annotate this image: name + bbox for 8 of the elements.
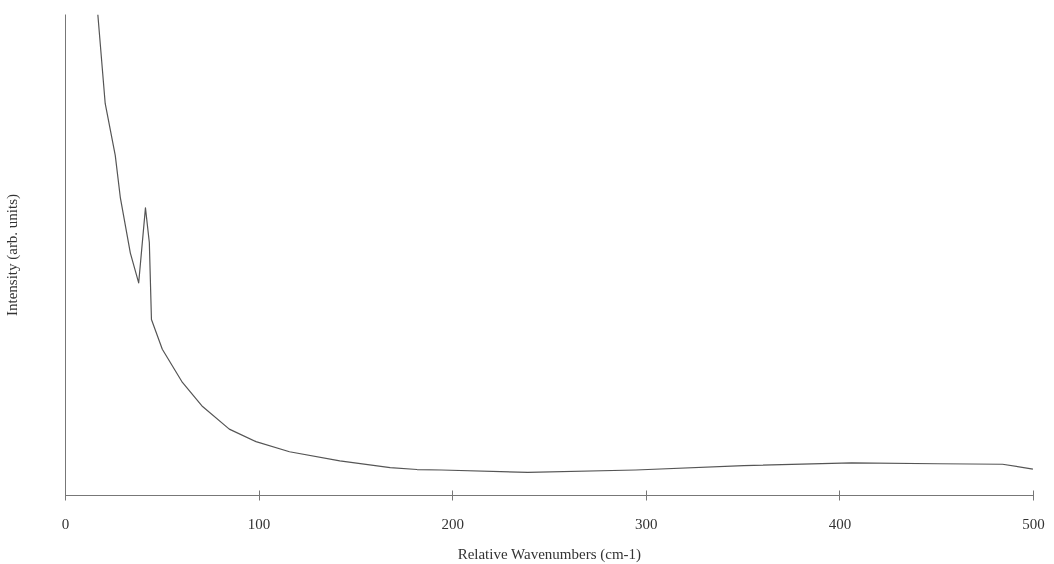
x-tick-label: 300 <box>635 515 658 532</box>
x-axis-title: Relative Wavenumbers (cm-1) <box>457 545 642 563</box>
x-tick-label: 0 <box>61 515 70 532</box>
y-axis-title: Intensity (arb. units) <box>3 193 21 317</box>
x-tick-label: 100 <box>247 515 271 532</box>
x-tick-label: 200 <box>441 515 464 532</box>
x-tick-label: 400 <box>828 515 852 532</box>
x-tick-label: 500 <box>1022 515 1045 532</box>
